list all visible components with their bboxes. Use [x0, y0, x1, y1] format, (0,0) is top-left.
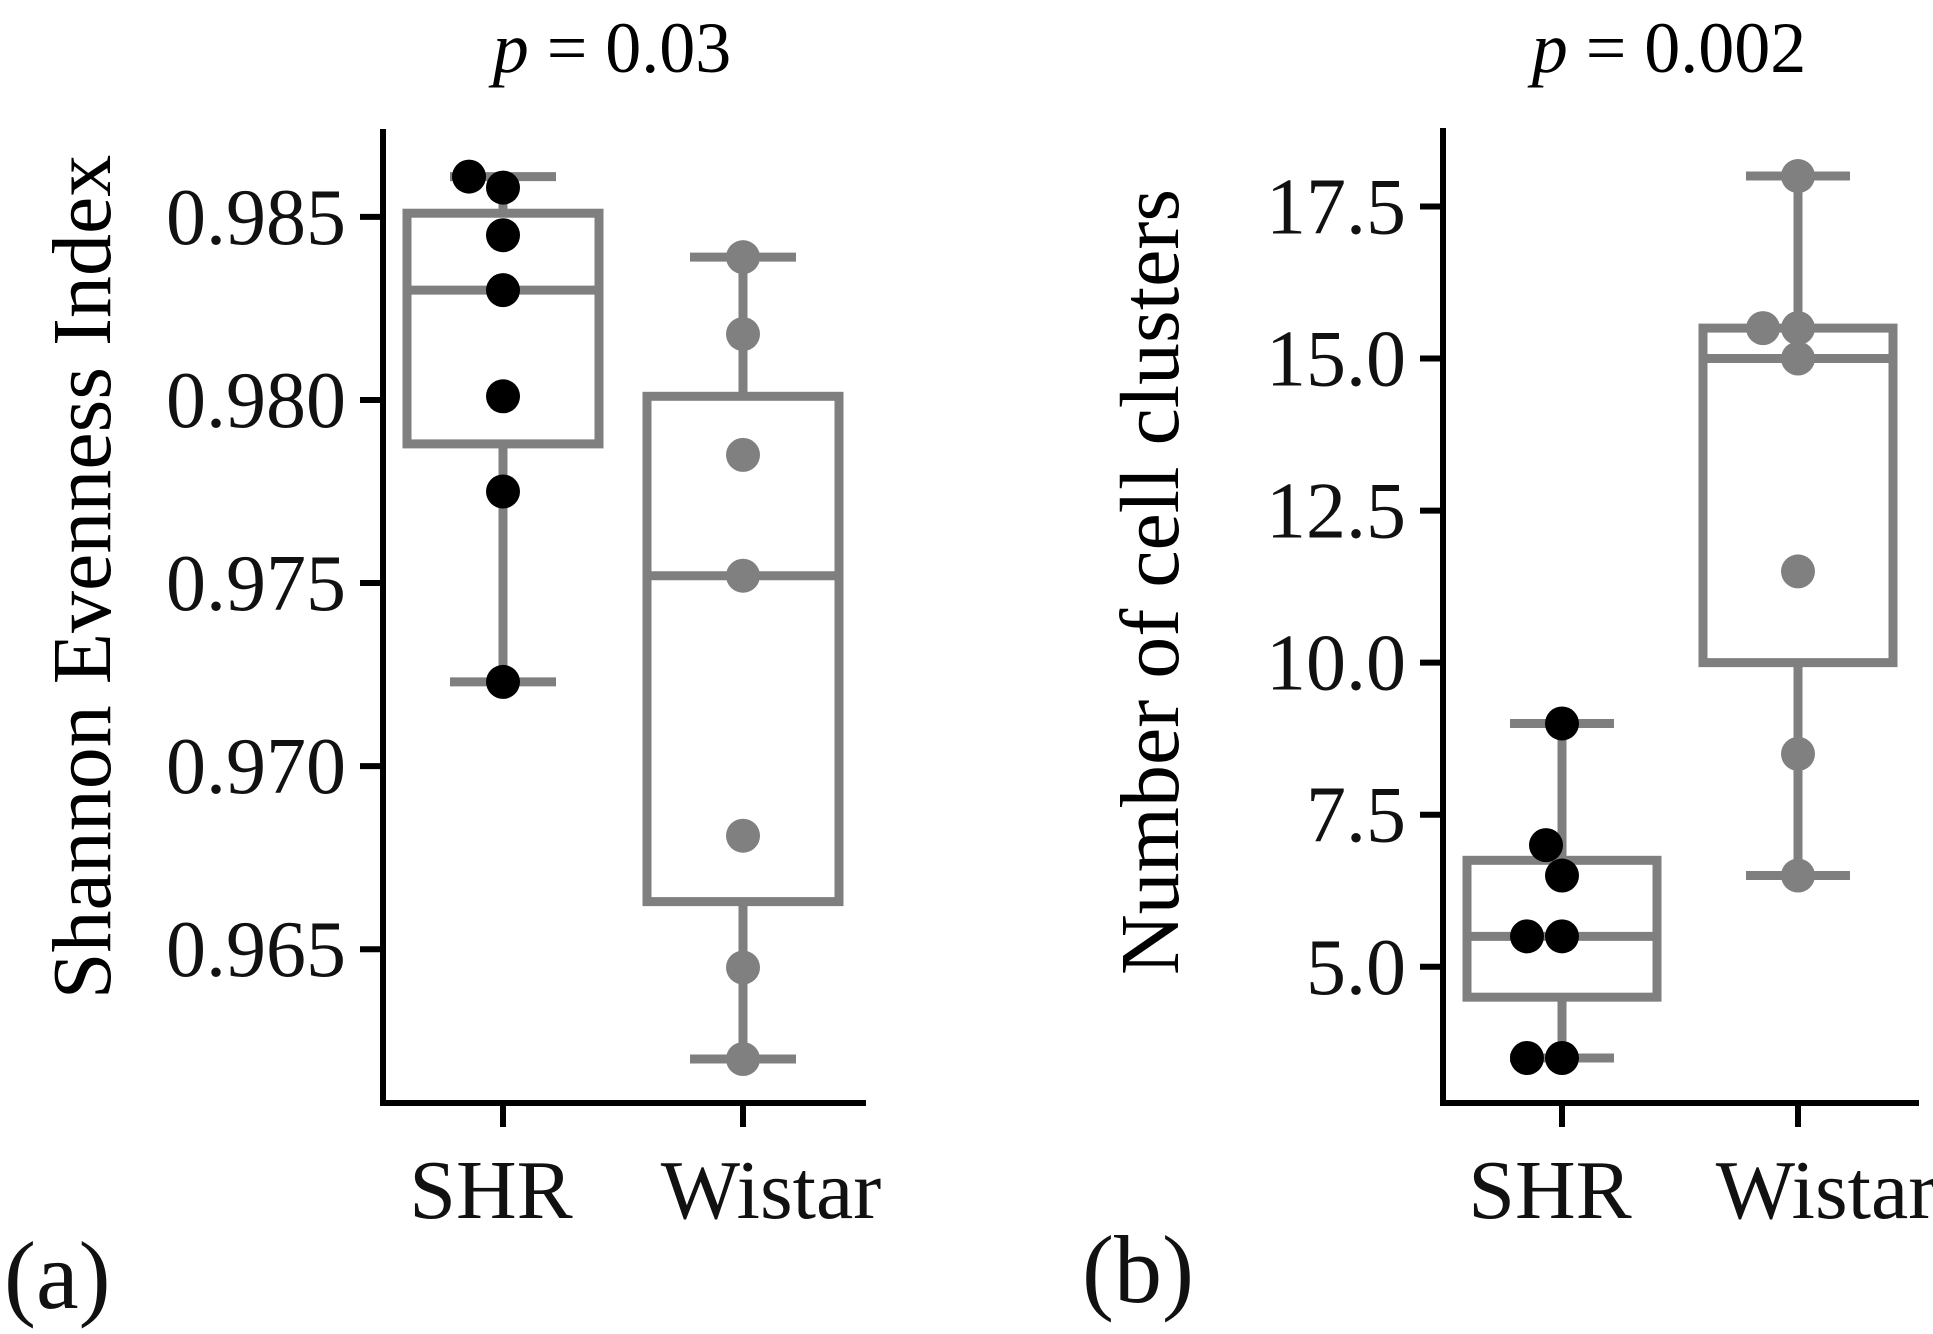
panel-a-title: p = 0.03	[488, 8, 732, 88]
panel-b-data-point	[1781, 159, 1815, 194]
panel-a-xtick-label: SHR	[409, 1144, 572, 1237]
panel-a-ytick-label: 0.965	[166, 906, 346, 994]
panel-a-ytick-label: 0.985	[166, 174, 346, 262]
panel-b-data-point	[1510, 1040, 1544, 1075]
panel-b-ytick-label: 5.0	[1306, 924, 1406, 1012]
panel-b-data-point	[1545, 919, 1579, 954]
panel-a-data-point	[726, 558, 760, 593]
panel-b-data-point	[1545, 858, 1579, 893]
panel-b-ytick-label: 10.0	[1266, 620, 1406, 708]
panel-a-title-value: = 0.03	[529, 8, 732, 88]
panel-b-data-point	[1781, 341, 1815, 376]
panel-b-title-var: p	[1527, 8, 1568, 88]
panel-b-data-point	[1781, 554, 1815, 589]
panel-a-label: (a)	[4, 1222, 111, 1329]
panel-b-data-point	[1545, 706, 1579, 741]
panel-a-ytick-label: 0.970	[166, 723, 346, 811]
panel-a-data-point	[486, 218, 520, 253]
panel-a-xtick-label: Wistar	[661, 1144, 882, 1237]
panel-b-data-point	[1529, 828, 1563, 863]
panel-a-data-point	[726, 818, 760, 853]
panel-b-plot: 5.0 7.5 10.0 12.5 15.0 17.5 SHR Wistar	[1266, 128, 1933, 1237]
panel-a-ytick-label: 0.975	[166, 540, 346, 628]
panel-a-data-point	[486, 170, 520, 205]
panel-a-title-var: p	[488, 8, 529, 88]
panel-b-ytick-label: 12.5	[1266, 468, 1406, 556]
panel-a: p = 0.03 Shannon Evenness Index (a) 0.96…	[4, 8, 881, 1329]
panel-b-title-value: = 0.002	[1568, 8, 1807, 88]
panel-a-data-point	[486, 379, 520, 414]
panel-b: p = 0.002 Number of cell clusters (b) 5.…	[1082, 8, 1933, 1323]
panel-b-data-point	[1746, 311, 1780, 346]
panel-a-data-point	[486, 273, 520, 308]
panel-b-ytick-label: 7.5	[1306, 772, 1406, 860]
panel-a-data-point	[726, 1042, 760, 1077]
panel-b-data-point	[1781, 311, 1815, 346]
panel-a-data-point	[726, 240, 760, 275]
panel-a-data-point	[726, 437, 760, 472]
panel-a-data-point	[726, 317, 760, 352]
panel-a-box-shr	[402, 208, 604, 449]
panel-b-ylabel: Number of cell clusters	[1104, 189, 1197, 975]
panel-b-data-point	[1781, 736, 1815, 771]
panel-b-data-point	[1545, 1040, 1579, 1075]
panel-a-data-point	[726, 950, 760, 985]
panel-b-ytick-label: 15.0	[1266, 316, 1406, 404]
panel-b-label: (b)	[1082, 1216, 1194, 1323]
panel-b-box-wistar	[1698, 323, 1898, 668]
panel-a-ytick-label: 0.980	[166, 357, 346, 445]
panel-a-data-point	[486, 664, 520, 699]
panel-b-data-point	[1781, 858, 1815, 893]
panel-a-ylabel: Shannon Evenness Index	[36, 155, 129, 1000]
panel-a-data-point	[486, 474, 520, 509]
panel-a-data-point	[452, 159, 486, 194]
panel-b-xtick-label: SHR	[1468, 1144, 1631, 1237]
panel-b-xtick-label: Wistar	[1716, 1144, 1933, 1237]
panel-a-plot: 0.965 0.970 0.975 0.980 0.985 SHR Wistar	[166, 129, 881, 1237]
panel-b-ytick-label: 17.5	[1266, 163, 1406, 251]
panel-a-box-wistar	[642, 391, 844, 907]
panel-b-title: p = 0.002	[1527, 8, 1807, 88]
panel-b-data-point	[1510, 919, 1544, 954]
